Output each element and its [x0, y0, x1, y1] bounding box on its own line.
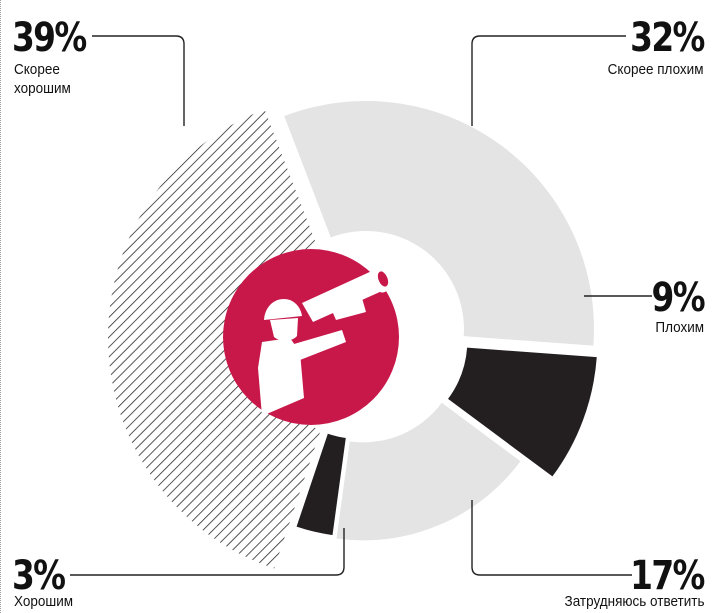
pct-skoree-horoshim: 39% [12, 15, 87, 61]
leader-line-skoree-plohim [471, 35, 626, 126]
pct-horoshim: 3% [12, 553, 66, 599]
slice-zatrudnyayus [336, 402, 521, 541]
pct-skoree-plohim: 32% [630, 15, 705, 61]
leader-line-skoree-horoshim [92, 35, 185, 126]
leader-lines-layer [70, 35, 652, 576]
slice-scoree_plohim [284, 100, 594, 346]
left-border-rule [0, 0, 1, 613]
slice-horoshim [296, 433, 346, 536]
leader-line-zatrudnyayus [471, 500, 632, 576]
label-skoree-plohim: Скорее плохим [608, 61, 704, 78]
label-zatrudnyayus: Затрудняюсь ответить [564, 593, 704, 610]
slice-plohim [448, 347, 597, 477]
slices-layer [108, 100, 597, 569]
leader-line-horoshim [70, 528, 345, 576]
label-plohim: Плохим [655, 319, 704, 336]
slice-scoree_horoshim [108, 109, 321, 569]
label-horoshim: Хорошим [14, 593, 74, 610]
pct-zatrudnyayus: 17% [630, 553, 705, 599]
pct-plohim: 9% [651, 275, 706, 321]
label-skoree-horoshim: Скорее хорошим [14, 61, 71, 97]
soldier-with-grenade-launcher-icon [223, 249, 399, 425]
